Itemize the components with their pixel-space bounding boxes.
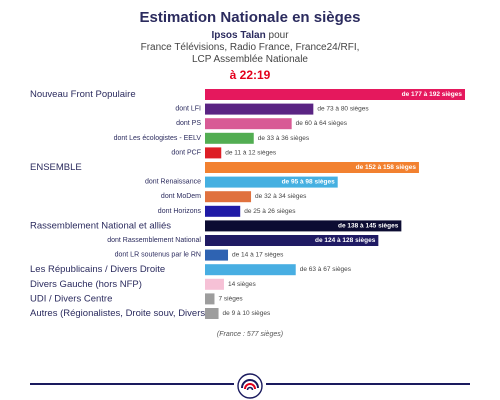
seat-bar xyxy=(205,118,292,130)
seat-bar xyxy=(205,176,338,188)
category-label: UDI / Divers Centre xyxy=(30,293,112,304)
value-label: de 25 à 26 sièges xyxy=(244,208,296,215)
seat-bar xyxy=(205,264,296,276)
estimation-time: à 22:19 xyxy=(229,68,271,82)
seat-bar xyxy=(205,220,402,232)
ipsos-rosette-icon xyxy=(237,373,263,399)
category-label: dont Renaissance xyxy=(145,179,201,186)
seat-bar xyxy=(205,89,465,100)
pollster-name: Ipsos Talan xyxy=(211,30,266,41)
sponsors-line-1: France Télévisions, Radio France, France… xyxy=(140,42,360,53)
value-label: de 73 à 80 sièges xyxy=(317,106,369,113)
seat-bar xyxy=(205,235,379,246)
total-seats-footnote: (France : 577 sièges) xyxy=(216,331,284,338)
value-label: 7 sièges xyxy=(218,295,243,302)
seat-bar xyxy=(205,147,222,159)
footer-line-left xyxy=(30,383,234,385)
chart-row: dont Renaissance de 95 à 98 sièges xyxy=(145,176,338,188)
category-label: Rassemblement National et alliés xyxy=(30,220,171,231)
category-label: dont Rassemblement National xyxy=(107,237,201,244)
chart-row: dont Horizons de 25 à 26 sièges xyxy=(158,205,296,217)
category-label: dont LR soutenus par le RN xyxy=(115,252,201,259)
value-label: de 152 à 158 sièges xyxy=(356,164,417,171)
category-label: dont LFI xyxy=(175,106,201,113)
category-label: dont PS xyxy=(176,120,201,127)
chart-row: Nouveau Front Populaire de 177 à 192 sièg… xyxy=(30,89,465,100)
seat-bar xyxy=(205,132,254,144)
value-label: de 95 à 98 sièges xyxy=(282,179,336,186)
category-label: Les Républicains / Divers Droite xyxy=(30,264,165,275)
footer-line-right xyxy=(266,383,470,385)
seat-bar xyxy=(205,308,219,319)
value-label: de 63 à 67 sièges xyxy=(300,266,352,273)
seat-bar xyxy=(205,293,215,305)
value-label: de 138 à 145 sièges xyxy=(338,222,399,229)
value-label: de 14 à 17 sièges xyxy=(232,252,284,259)
category-label: dont Les écologistes - EELV xyxy=(114,135,202,142)
chart-row: dont Rassemblement National de 124 à 128 … xyxy=(107,235,379,246)
value-label: de 33 à 36 sièges xyxy=(258,135,310,142)
chart-row: Les Républicains / Divers Droite de 63 à … xyxy=(30,264,352,276)
category-label: dont MoDem xyxy=(161,193,201,200)
seat-bar xyxy=(205,191,252,203)
value-label: de 9 à 10 sièges xyxy=(223,310,271,317)
value-label: de 177 à 192 sièges xyxy=(402,91,463,98)
chart-row: Divers Gauche (hors NFP) 14 sièges xyxy=(30,278,257,290)
seat-bar xyxy=(205,103,314,115)
chart-row: Rassemblement National et alliés de 138 à… xyxy=(30,220,402,232)
seat-bar xyxy=(205,205,241,217)
chart-row: dont LR soutenus par le RN de 14 à 17 siè… xyxy=(115,249,284,261)
category-label: dont Horizons xyxy=(158,208,202,215)
chart-row: dont Les écologistes - EELV de 33 à 36 si… xyxy=(114,132,310,144)
seat-bar xyxy=(205,249,229,261)
value-label: de 32 à 34 sièges xyxy=(255,193,307,200)
value-label: de 11 à 12 sièges xyxy=(225,149,277,156)
chart-row: dont LFI de 73 à 80 sièges xyxy=(175,103,369,115)
chart-row: Autres (Régionalistes, Droite souv, Dive… xyxy=(30,308,271,319)
chart-row: UDI / Divers Centre 7 sièges xyxy=(30,293,243,305)
value-label: de 60 à 64 sièges xyxy=(296,120,348,127)
seat-bar xyxy=(205,278,224,290)
pollster-line: Ipsos Talan pour xyxy=(0,29,500,42)
value-label: de 124 à 128 sièges xyxy=(315,237,376,244)
category-label: Nouveau Front Populaire xyxy=(30,89,136,100)
chart-header: Estimation Nationale en sièges Ipsos Tal… xyxy=(0,8,500,83)
chart-row: ENSEMBLE de 152 à 158 sièges xyxy=(30,162,419,173)
category-label: Autres (Régionalistes, Droite souv, Dive… xyxy=(30,308,208,319)
chart-row: dont MoDem de 32 à 34 sièges xyxy=(161,191,307,203)
chart-title: Estimation Nationale en sièges xyxy=(139,9,361,26)
pollster-suffix: pour xyxy=(265,30,289,41)
seat-bar xyxy=(205,162,419,173)
category-label: Divers Gauche (hors NFP) xyxy=(30,279,142,290)
chart-row: dont PS de 60 à 64 sièges xyxy=(176,118,348,130)
sponsors-line-2: LCP Assemblée Nationale xyxy=(192,54,308,65)
category-label: ENSEMBLE xyxy=(30,162,82,173)
chart-row: dont PCF de 11 à 12 sièges xyxy=(171,147,277,159)
category-label: dont PCF xyxy=(171,149,201,156)
value-label: 14 sièges xyxy=(228,281,257,288)
